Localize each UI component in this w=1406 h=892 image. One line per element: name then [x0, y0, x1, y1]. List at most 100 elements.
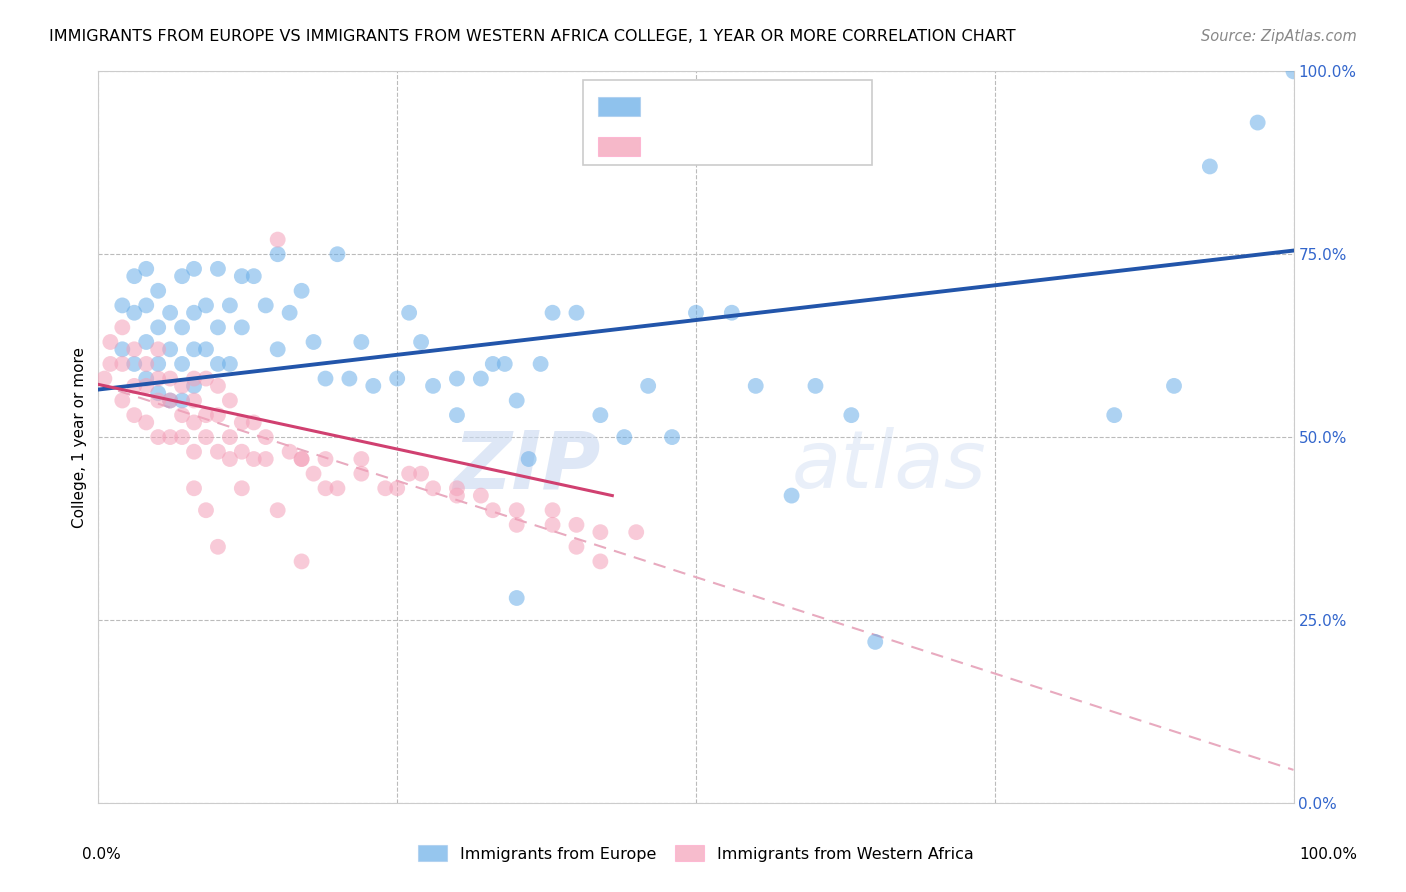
Point	[195, 503, 218, 517]
Point	[278, 306, 301, 320]
Point	[446, 371, 468, 385]
Point	[159, 343, 181, 357]
Text: ZIP: ZIP	[453, 427, 600, 506]
Point	[172, 320, 194, 334]
Point	[530, 357, 553, 371]
Point	[804, 379, 827, 393]
Point	[183, 393, 205, 408]
Point	[148, 393, 170, 408]
Point	[446, 489, 468, 503]
Point	[172, 393, 194, 408]
Point	[135, 357, 157, 371]
Point	[302, 467, 325, 481]
Point	[1104, 408, 1126, 422]
Point	[111, 393, 134, 408]
Text: -0.344: -0.344	[707, 136, 766, 154]
Point	[207, 357, 229, 371]
Point	[148, 343, 170, 357]
Point	[661, 430, 683, 444]
Point	[267, 503, 290, 517]
Point	[315, 371, 337, 385]
Point	[195, 430, 218, 444]
Text: atlas: atlas	[792, 427, 987, 506]
Point	[124, 408, 146, 422]
Point	[339, 371, 361, 385]
Point	[721, 306, 744, 320]
Point	[148, 320, 170, 334]
Point	[219, 357, 242, 371]
Point	[374, 481, 396, 495]
Point	[207, 379, 229, 393]
Point	[124, 269, 146, 284]
Point	[172, 269, 194, 284]
Point	[231, 444, 253, 458]
Point	[231, 269, 253, 284]
Point	[219, 298, 242, 312]
Y-axis label: College, 1 year or more: College, 1 year or more	[72, 347, 87, 527]
Point	[148, 357, 170, 371]
Point	[780, 489, 803, 503]
Point	[159, 393, 181, 408]
Point	[1247, 115, 1270, 129]
Point	[98, 334, 122, 349]
Point	[159, 430, 181, 444]
Point	[172, 379, 194, 393]
Point	[195, 371, 218, 385]
Point	[183, 306, 205, 320]
Point	[148, 386, 170, 401]
Point	[183, 444, 205, 458]
Point	[470, 371, 492, 385]
Point	[398, 467, 420, 481]
Point	[183, 371, 205, 385]
Point	[111, 357, 134, 371]
Point	[541, 306, 564, 320]
Point	[291, 452, 314, 467]
Point	[231, 416, 253, 430]
Point	[267, 343, 290, 357]
Point	[231, 481, 253, 495]
Point	[302, 334, 325, 349]
Point	[637, 379, 659, 393]
Point	[135, 416, 157, 430]
Point	[183, 416, 205, 430]
Point	[159, 371, 181, 385]
Point	[446, 408, 468, 422]
Point	[315, 452, 337, 467]
Point	[172, 430, 194, 444]
Point	[183, 261, 205, 276]
Point	[124, 343, 146, 357]
Point	[494, 357, 516, 371]
Point	[291, 452, 314, 467]
Point	[219, 452, 242, 467]
Point	[589, 408, 612, 422]
Point	[315, 481, 337, 495]
Point	[111, 298, 134, 312]
Point	[183, 379, 205, 393]
Point	[589, 525, 612, 540]
Point	[565, 517, 588, 532]
Point	[1282, 64, 1305, 78]
Point	[350, 334, 373, 349]
Point	[565, 306, 588, 320]
Point	[517, 452, 540, 467]
Legend: Immigrants from Europe, Immigrants from Western Africa: Immigrants from Europe, Immigrants from …	[412, 839, 980, 868]
Point	[363, 379, 385, 393]
Point	[148, 371, 170, 385]
Point	[506, 591, 529, 605]
Point	[422, 379, 444, 393]
Point	[195, 298, 218, 312]
Point	[135, 334, 157, 349]
Point	[350, 467, 373, 481]
Point	[148, 430, 170, 444]
Point	[207, 444, 229, 458]
Point	[589, 554, 612, 568]
Point	[207, 261, 229, 276]
Point	[613, 430, 636, 444]
Point	[111, 320, 134, 334]
Point	[195, 408, 218, 422]
Point	[124, 357, 146, 371]
Point	[219, 393, 242, 408]
Point	[1163, 379, 1185, 393]
Point	[411, 334, 433, 349]
Point	[172, 408, 194, 422]
